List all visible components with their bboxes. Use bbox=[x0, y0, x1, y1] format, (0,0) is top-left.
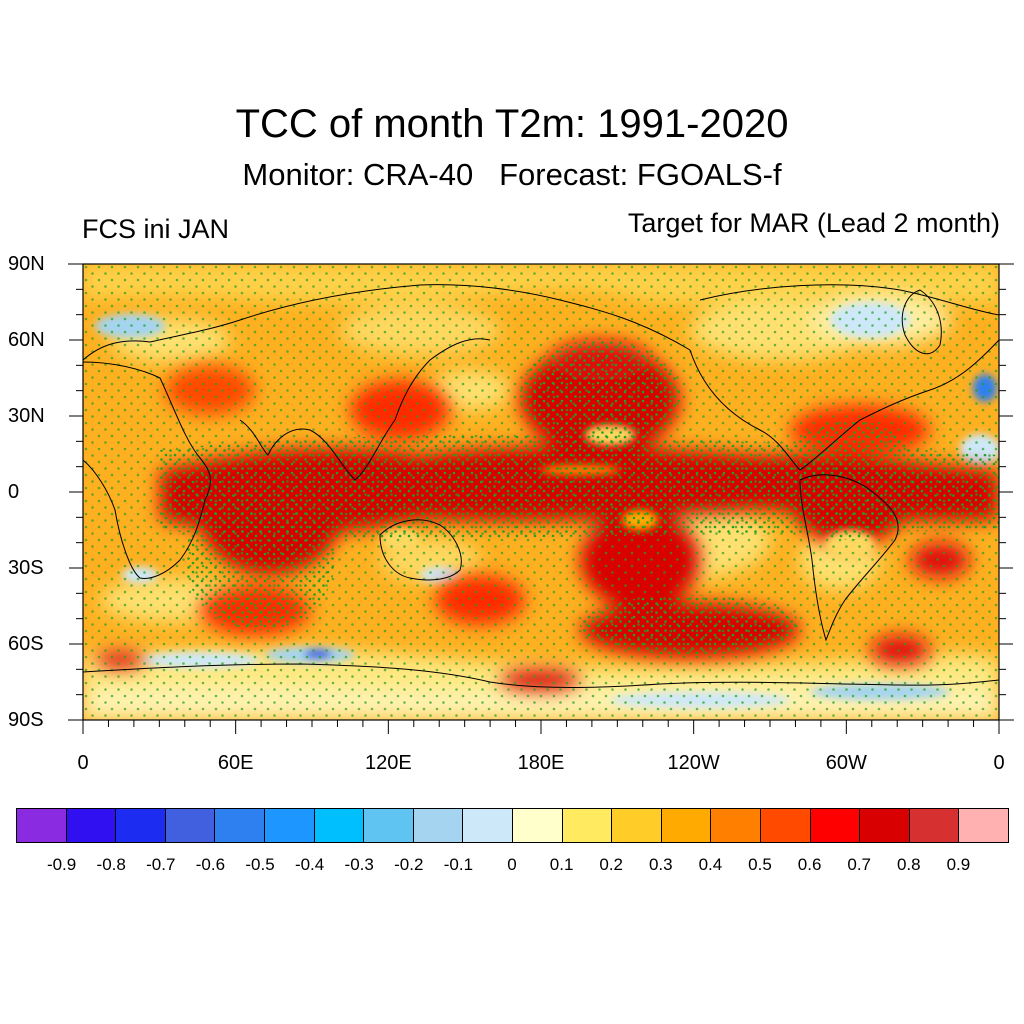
colorbar-label: 0.3 bbox=[648, 855, 673, 874]
colorbar-swatch bbox=[710, 808, 761, 843]
colorbar-swatch bbox=[809, 808, 861, 843]
colorbar-label: -0.4 bbox=[294, 855, 325, 874]
significance-stippling bbox=[83, 264, 999, 720]
colorbar-label: 0.9 bbox=[946, 855, 971, 874]
lat-tick-label: 60N bbox=[8, 329, 45, 351]
lon-tick-label: 120W bbox=[667, 752, 720, 774]
colorbar-swatch bbox=[412, 808, 464, 843]
figure-title: TCC of month T2m: 1991-2020 bbox=[235, 102, 789, 146]
target-label: Target for MAR (Lead 2 month) bbox=[627, 208, 1000, 238]
colorbar-label: 0.7 bbox=[847, 855, 872, 874]
colorbar-swatch bbox=[363, 808, 414, 843]
colorbar-swatch bbox=[908, 808, 960, 843]
map-field bbox=[83, 264, 999, 720]
colorbar-label: 0.6 bbox=[797, 855, 822, 874]
colorbar-label: -0.2 bbox=[394, 855, 424, 874]
lat-tick-label: 30N bbox=[8, 405, 45, 427]
colorbar-label: 0.8 bbox=[896, 855, 921, 874]
colorbar-swatch bbox=[115, 808, 166, 843]
colorbar-swatch bbox=[760, 808, 811, 843]
colorbar-label: -0.1 bbox=[443, 855, 474, 874]
colorbar-swatch bbox=[65, 808, 117, 843]
colorbar-swatch bbox=[264, 808, 315, 843]
longitude-ticks bbox=[82, 720, 1000, 734]
lon-tick-label: 0 bbox=[993, 752, 1005, 774]
lat-tick-label: 90S bbox=[8, 709, 44, 731]
lon-tick-label: 180E bbox=[517, 752, 565, 774]
colorbar-swatch bbox=[214, 808, 265, 843]
colorbar-label: -0.3 bbox=[344, 855, 374, 874]
latitude-ticks bbox=[69, 263, 1013, 721]
colorbar-label: 0.1 bbox=[549, 855, 574, 874]
colorbar-label: 0.2 bbox=[599, 855, 624, 874]
colorbar-swatch bbox=[859, 808, 910, 843]
lon-tick-label: 60W bbox=[825, 752, 867, 774]
lat-tick-label: 30S bbox=[8, 557, 44, 579]
lon-tick-label: 60E bbox=[217, 752, 254, 774]
lat-tick-label: 60S bbox=[8, 633, 44, 655]
colorbar-label: 0.4 bbox=[698, 855, 723, 874]
lat-tick-label: 0 bbox=[8, 481, 20, 503]
lon-tick-label: 0 bbox=[77, 752, 89, 774]
lat-tick-label: 90N bbox=[8, 253, 45, 275]
colorbar-swatch bbox=[660, 808, 712, 843]
colorbar-swatch bbox=[561, 808, 613, 843]
colorbar-label: -0.8 bbox=[96, 855, 126, 874]
colorbar-label: 0 bbox=[507, 855, 517, 874]
colorbar-label: -0.7 bbox=[146, 855, 176, 874]
colorbar-label: 0.5 bbox=[748, 855, 772, 874]
colorbar-label: -0.5 bbox=[245, 855, 275, 874]
coastlines bbox=[83, 284, 999, 688]
colorbar-label: -0.6 bbox=[195, 855, 226, 874]
lon-tick-label: 120E bbox=[364, 752, 412, 774]
colorbar-swatch bbox=[313, 808, 365, 843]
colorbar-swatch bbox=[512, 808, 563, 843]
colorbar-swatch bbox=[16, 808, 67, 843]
colorbar-label: -0.9 bbox=[46, 855, 77, 874]
colorbar-swatch bbox=[958, 808, 1009, 843]
figure-subtitle: Monitor: CRA-40 Forecast: FGOALS-f bbox=[242, 157, 782, 192]
init-label: FCS ini JAN bbox=[82, 214, 230, 244]
colorbar-swatch bbox=[462, 808, 513, 843]
colorbar-swatch bbox=[611, 808, 662, 843]
colorbar-swatch bbox=[164, 808, 216, 843]
